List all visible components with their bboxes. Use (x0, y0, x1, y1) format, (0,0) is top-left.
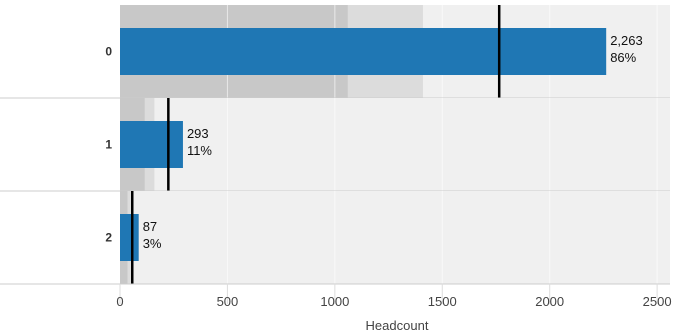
category-label: 0 (105, 45, 112, 59)
x-axis-title: Headcount (366, 318, 429, 333)
x-tick-label: 1000 (320, 294, 349, 309)
x-tick-label: 2500 (643, 294, 672, 309)
rows-layer: 0 2,263 86% 1 293 11% 2 87 3% (0, 5, 670, 285)
bar-1 (120, 121, 183, 168)
bar-0 (120, 28, 607, 75)
row-2: 2 87 3% (0, 191, 670, 285)
category-label: 2 (105, 231, 112, 245)
x-axis: 0 500 1000 1500 2000 2500 (116, 284, 672, 309)
row-1: 1 293 11% (0, 98, 670, 192)
percent-label: 11% (187, 143, 212, 158)
x-tick-label: 1500 (428, 294, 457, 309)
bar-2 (120, 214, 139, 261)
x-tick-label: 500 (217, 294, 239, 309)
row-background (120, 191, 670, 284)
value-label: 87 (143, 219, 157, 234)
value-label: 2,263 (610, 33, 643, 48)
row-0: 0 2,263 86% (0, 5, 670, 99)
percent-label: 86% (610, 50, 636, 65)
percent-label: 3% (143, 236, 162, 251)
x-tick-label: 2000 (535, 294, 564, 309)
x-tick-label: 0 (116, 294, 123, 309)
value-label: 293 (187, 126, 209, 141)
category-label: 1 (105, 138, 112, 152)
row-background (120, 98, 670, 191)
